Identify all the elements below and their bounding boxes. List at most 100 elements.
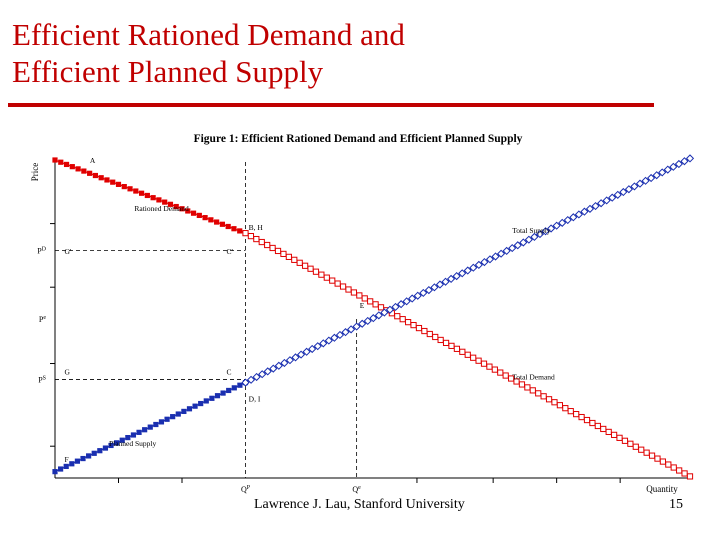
rationed-demand-point xyxy=(162,199,168,205)
rationed-demand-point xyxy=(115,181,122,187)
total-supply-point xyxy=(485,255,495,264)
total-supply-point xyxy=(358,319,367,328)
total-supply-point xyxy=(613,190,622,199)
planned-supply-point xyxy=(114,440,120,446)
total-demand-point xyxy=(556,402,564,409)
total-supply-point xyxy=(269,364,278,373)
total-demand-point xyxy=(291,256,298,263)
total-supply-point xyxy=(302,347,311,356)
point-label: G' xyxy=(65,247,72,256)
total-supply-point xyxy=(452,272,461,281)
total-supply-point xyxy=(608,193,617,202)
rationed-demand-point xyxy=(58,159,64,165)
planned-supply-point xyxy=(97,448,103,454)
total-demand-point xyxy=(567,408,574,415)
total-demand-point xyxy=(334,280,341,287)
planned-supply-point xyxy=(192,403,198,409)
guide-lines xyxy=(55,162,358,478)
rationed-demand-point xyxy=(231,226,237,232)
rationed-demand-point xyxy=(63,161,70,168)
point-labels: Rationed Demand Total Supply Total Demand P… xyxy=(65,156,556,464)
total-supply-point xyxy=(380,308,389,317)
total-supply-point xyxy=(352,322,361,331)
total-demand-point xyxy=(491,366,498,373)
planned-supply-point xyxy=(136,429,142,435)
total-demand-point xyxy=(529,387,536,394)
total-supply-point xyxy=(319,339,328,348)
total-supply-point xyxy=(313,342,322,351)
total-supply-point xyxy=(296,350,306,359)
total-supply-point xyxy=(563,215,572,225)
rationed-demand-point xyxy=(92,172,99,179)
rationed-demand-point xyxy=(167,201,174,207)
rationed-demand-point xyxy=(185,208,191,214)
total-supply-point xyxy=(463,266,472,275)
x-tick-label: Qe xyxy=(352,485,361,494)
total-demand-point xyxy=(611,431,618,438)
rationed-demand-point xyxy=(110,179,116,185)
total-supply-point xyxy=(424,286,433,295)
total-supply-point xyxy=(663,165,672,174)
total-demand-point xyxy=(432,333,439,341)
x-axis-label: Quantity xyxy=(646,484,678,494)
total-demand-point xyxy=(318,271,325,278)
total-supply-point xyxy=(274,361,283,370)
total-supply-point xyxy=(374,311,383,320)
total-supply-point xyxy=(552,221,561,230)
total-demand-point xyxy=(540,393,547,400)
total-supply-point xyxy=(658,168,667,177)
total-demand-point xyxy=(583,416,591,424)
series-label: Total Supply xyxy=(512,226,551,235)
series-label: Total Demand xyxy=(512,372,555,381)
total-supply-point xyxy=(519,238,528,247)
y-tick-label: Pe xyxy=(39,315,46,324)
total-supply-point xyxy=(602,196,611,205)
title-underline xyxy=(8,103,654,107)
rationed-demand-point xyxy=(214,219,220,225)
rationed-demand-point xyxy=(138,190,145,196)
total-demand-point xyxy=(573,411,580,418)
total-demand-point xyxy=(377,304,385,311)
planned-supply-point xyxy=(203,398,209,404)
planned-supply-point xyxy=(58,466,64,472)
planned-supply-point xyxy=(147,424,153,430)
total-supply-point xyxy=(263,367,272,376)
total-demand-point xyxy=(648,452,656,459)
y-tick-label: PD xyxy=(37,247,46,256)
total-supply-point xyxy=(369,314,378,323)
point-label: C xyxy=(226,368,231,377)
total-demand-point xyxy=(453,345,461,352)
total-demand-point xyxy=(686,473,694,480)
point-label: A xyxy=(90,156,96,165)
planned-supply-point xyxy=(237,382,243,388)
planned-supply-point xyxy=(153,421,159,428)
total-demand-point xyxy=(643,449,650,456)
total-demand-point xyxy=(258,238,265,246)
total-demand-point xyxy=(410,322,417,329)
total-demand-point xyxy=(632,443,639,450)
rationed-demand-point xyxy=(121,183,127,190)
total-supply-point xyxy=(641,176,650,185)
total-demand-point xyxy=(470,354,477,361)
total-supply-point xyxy=(619,187,628,197)
total-supply-point xyxy=(558,218,567,227)
total-demand-point xyxy=(269,244,276,252)
total-supply-point xyxy=(402,297,411,306)
total-demand-point xyxy=(480,360,488,367)
total-supply-point xyxy=(363,316,372,326)
total-supply-point xyxy=(685,154,695,163)
total-demand-point xyxy=(665,461,672,468)
total-supply-point xyxy=(535,229,545,239)
total-demand-point xyxy=(551,399,558,406)
planned-supply-point xyxy=(214,393,221,399)
rationed-demand-point xyxy=(237,228,243,234)
planned-supply-point xyxy=(231,385,237,391)
y-tick-label: PS xyxy=(38,375,46,384)
total-supply-point xyxy=(469,263,478,272)
total-supply-point xyxy=(308,344,317,354)
rationed-demand-point xyxy=(52,157,58,163)
planned-supply-point xyxy=(80,455,86,462)
total-demand-point xyxy=(459,348,466,355)
rationed-demand-point xyxy=(81,168,87,174)
total-demand-point xyxy=(280,250,287,258)
